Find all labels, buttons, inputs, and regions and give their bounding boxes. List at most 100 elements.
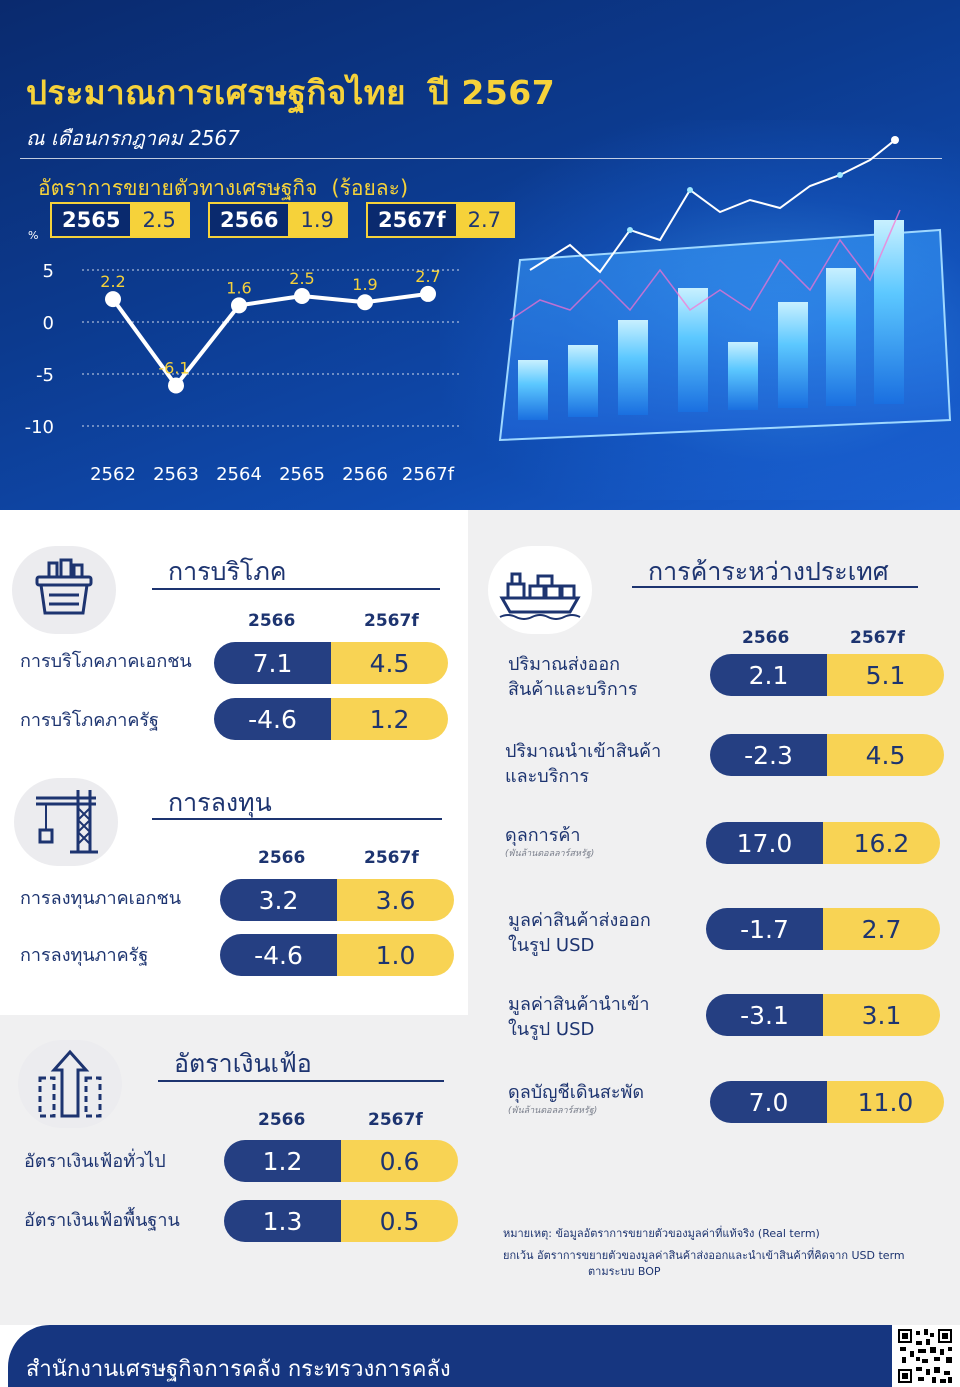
inflation-row-values: 1.2 0.6 [224,1140,458,1182]
year-box-year: 2565 [52,204,131,236]
trade-row-label-line2: ในรูป USD [508,1019,595,1040]
investment-col-2566: 2566 [258,848,306,868]
investment-title-underline [152,818,442,820]
trade-row-note: (พันล้านดอลลาร์สหรัฐ) [505,849,595,859]
year-box-year: 2567f [368,204,456,236]
growth-title-text: อัตราการขยายตัวทางเศรษฐกิจ [38,176,318,200]
trade-row-label: ดุลการค้า (พันล้านดอลลาร์สหรัฐ) [505,823,594,860]
data-point [294,288,310,304]
data-label: 1.9 [352,275,377,294]
trade-row-values: 7.0 11.0 [710,1081,944,1123]
value-2567f: 4.5 [827,734,944,776]
trade-row-label-line1: ดุลการค้า [505,825,581,846]
year-box-year: 2566 [210,204,289,236]
trade-footnote-2: ยกเว้น อัตราการขยายตัวของมูลค่าสินค้าส่ง… [503,1249,905,1262]
growth-title: อัตราการขยายตัวทางเศรษฐกิจ (ร้อยละ) [38,172,408,205]
header-banner: ประมาณการเศรษฐกิจไทย ปี 2567 ณ เดือนกรกฎา… [0,0,960,510]
data-label: 2.7 [415,267,440,286]
consumption-title: การบริโภค [168,557,287,586]
shopping-basket-icon [35,558,93,615]
investment-title: การลงทุน [168,788,272,817]
data-point [357,294,373,311]
gdp-growth-chart: % 5 0 -5 -10 2.2 2562 -6.1 2563 1.6 2564 2.5 2565 1.9… [25,229,462,485]
y-tick-label: 0 [43,313,54,334]
footer-bar [8,1325,892,1387]
consumption-col-2566: 2566 [248,611,296,631]
data-point [420,285,436,302]
consumption-row-label: การบริโภคภาคเอกชน [20,651,192,672]
value-2566: 17.0 [706,822,823,864]
value-2566: -3.1 [706,994,823,1036]
investment-icon-circle [14,778,118,866]
trade-row-label-line1: ปริมาณส่งออก [508,654,621,675]
value-2567f: 3.6 [337,879,454,921]
rising-arrow-icon [38,1049,102,1118]
trade-row-values: -3.1 3.1 [706,994,940,1036]
trade-row-values: -2.3 4.5 [710,734,944,776]
consumption-row-values: 7.1 4.5 [214,642,448,684]
consumption-title-underline [152,588,440,590]
value-2567f: 0.6 [341,1140,458,1182]
value-2566: -2.3 [710,734,827,776]
data-point [105,291,121,308]
investment-row-label: การลงทุนภาคเอกชน [20,888,182,909]
trade-row-note: (พันล้านดอลลาร์สหรัฐ) [508,1106,598,1116]
value-2567f: 1.2 [331,698,448,740]
trade-row-label-line2: และบริการ [505,766,590,787]
x-tick-label: 2562 [90,464,136,485]
y-axis-unit: % [28,229,38,242]
value-2567f: 2.7 [823,908,940,950]
year-box-value: 2.5 [130,204,188,236]
growth-unit: (ร้อยละ) [331,176,409,200]
value-2566: -4.6 [220,934,337,976]
consumption-row-label: การบริโภคภาครัฐ [20,710,159,731]
trade-col-2567f: 2567f [850,628,905,648]
value-2566: 1.2 [224,1140,341,1182]
page-subtitle: ณ เดือนกรกฎาคม 2567 [26,126,240,150]
x-tick-label: 2567f [402,464,455,485]
value-2566: 7.0 [710,1081,827,1123]
year-box-2567f: 2567f 2.7 [366,202,515,238]
page-title: ประมาณการเศรษฐกิจไทย ปี 2567 [26,66,555,119]
year-box-2566: 2566 1.9 [208,202,348,238]
y-tick-label: 5 [43,261,54,282]
series-line [111,291,429,388]
inflation-icon-circle [18,1040,122,1128]
x-tick-label: 2563 [153,464,199,485]
value-2567f: 4.5 [331,642,448,684]
inflation-row-label: อัตราเงินเฟ้อพื้นฐาน [24,1210,180,1231]
trade-row-label-line1: มูลค่าสินค้าส่งออก [508,910,651,931]
header-divider [20,158,942,159]
inflation-title-underline [158,1080,444,1082]
year-box-2565: 2565 2.5 [50,202,190,238]
trade-footnote-1: หมายเหตุ: ข้อมูลอัตราการขยายตัวของมูลค่า… [503,1227,820,1240]
crane-icon [36,790,98,854]
value-2567f: 1.0 [337,934,454,976]
data-point [168,377,184,394]
trade-row-label-line1: มูลค่าสินค้านำเข้า [508,994,650,1015]
trade-row-label: มูลค่าสินค้าส่งออก ในรูป USD [508,908,651,958]
value-2567f: 16.2 [823,822,940,864]
x-tick-label: 2566 [342,464,388,485]
qr-code-icon[interactable] [896,1327,954,1385]
value-2566: -1.7 [706,908,823,950]
value-2566: 7.1 [214,642,331,684]
bar-chart-illustration [498,136,952,442]
trade-row-values: 2.1 5.1 [710,654,944,696]
value-2567f: 3.1 [823,994,940,1036]
investment-col-2567f: 2567f [364,848,419,868]
trade-title: การค้าระหว่างประเทศ [648,557,889,586]
value-2566: 1.3 [224,1200,341,1242]
x-tick-label: 2564 [216,464,262,485]
consumption-col-2567f: 2567f [364,611,419,631]
trade-row-label-line2: ในรูป USD [508,935,595,956]
trade-row-label: ปริมาณนำเข้าสินค้า และบริการ [505,739,661,789]
trade-row-values: 17.0 16.2 [706,822,940,864]
trade-icon-circle [488,546,592,634]
data-point [231,297,247,314]
trade-row-label: มูลค่าสินค้านำเข้า ในรูป USD [508,992,649,1042]
value-2567f: 5.1 [827,654,944,696]
title-main: ประมาณการเศรษฐกิจไทย [26,73,406,112]
inflation-col-2567f: 2567f [368,1110,423,1130]
value-2566: -4.6 [214,698,331,740]
